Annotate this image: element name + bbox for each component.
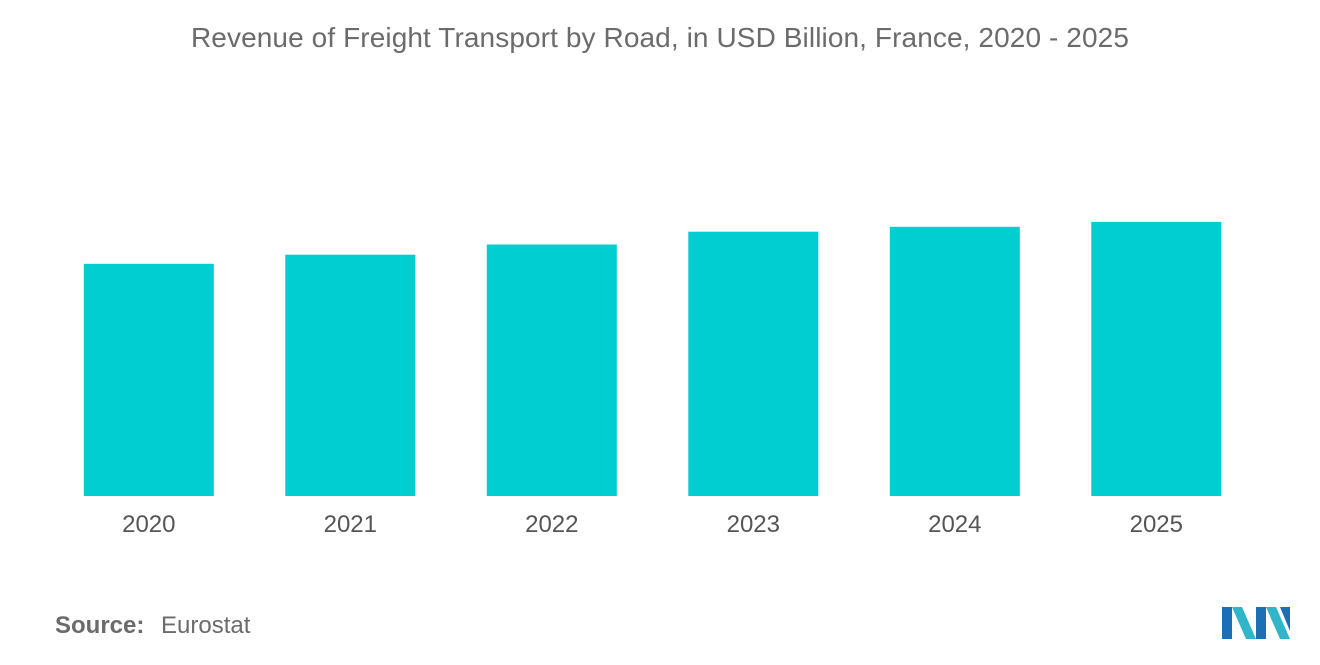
- chart-title: Revenue of Freight Transport by Road, in…: [190, 22, 1129, 53]
- bar-2025: [1091, 221, 1222, 496]
- bar-2024: [889, 226, 1020, 497]
- bar-chart: 2020 2021 2022 2023 2024 2025: [83, 221, 1222, 538]
- x-tick-label-2025: 2025: [1130, 511, 1183, 538]
- x-tick-label-2021: 2021: [324, 511, 377, 538]
- x-tick-label-2024: 2024: [928, 511, 981, 538]
- bar-2020: [83, 263, 214, 496]
- source-label: Source:: [55, 612, 145, 639]
- x-tick-label-2023: 2023: [727, 511, 780, 538]
- source-note: Source: Eurostat: [55, 612, 250, 640]
- bars-group: [83, 221, 1222, 497]
- x-tick-labels-group: 2020 2021 2022 2023 2024 2025: [122, 511, 1183, 538]
- x-tick-label-2022: 2022: [525, 511, 578, 538]
- source-value: Eurostat: [161, 612, 251, 639]
- bar-2023: [688, 231, 819, 496]
- bar-2021: [285, 254, 416, 496]
- mordor-intelligence-logo-icon: [1222, 607, 1290, 639]
- x-tick-label-2020: 2020: [122, 511, 175, 538]
- bar-2022: [486, 244, 617, 496]
